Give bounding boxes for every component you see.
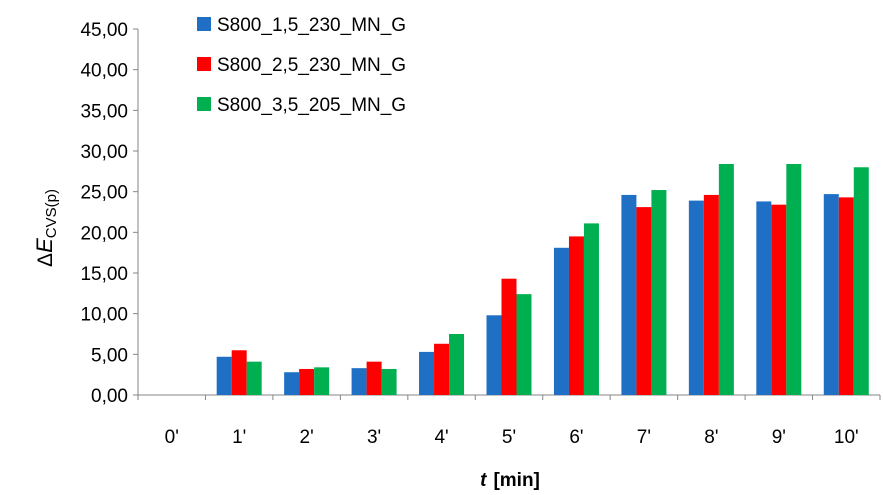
x-axis-title-var: t [480, 470, 487, 491]
bar-1 [688, 200, 704, 395]
x-tick-label: 2' [300, 427, 314, 448]
y-tick-label: 35,00 [80, 101, 128, 122]
bar-2 [299, 368, 315, 395]
x-tick-label: 9' [772, 427, 786, 448]
y-axis-title-e: E [32, 238, 57, 253]
y-axis-title-sub: CVS(p) [43, 189, 60, 238]
y-tick-label: 10,00 [80, 305, 128, 326]
y-tick-label: 25,00 [80, 183, 128, 204]
bar-3 [651, 190, 667, 395]
bar-3 [449, 334, 465, 395]
y-tick-label: 15,00 [80, 264, 128, 285]
bar-1 [553, 247, 569, 395]
bar-1 [823, 194, 839, 395]
legend-swatch [197, 17, 211, 31]
bar-2 [838, 197, 854, 395]
x-tick-label: 10' [834, 427, 859, 448]
x-tick-label: 6' [569, 427, 583, 448]
x-tick-label: 5' [502, 427, 516, 448]
bar-2 [771, 204, 787, 395]
x-tick-label: 0' [165, 427, 179, 448]
y-tick-label: 5,00 [91, 345, 128, 366]
legend-label: S800_3,5_205_MN_G [217, 95, 406, 116]
bar-3 [583, 223, 599, 395]
y-tick-label: 20,00 [80, 223, 128, 244]
legend-swatch [197, 57, 211, 71]
x-axis-title: t [min] [480, 470, 540, 491]
bar-3 [381, 368, 397, 395]
legend-swatch [197, 97, 211, 111]
x-tick-label: 7' [637, 427, 651, 448]
y-tick-label: 30,00 [80, 142, 128, 163]
bar-3 [516, 294, 532, 395]
y-tick-label: 0,00 [91, 386, 128, 407]
x-axis-title-unit: [min] [493, 470, 539, 491]
bar-2 [231, 350, 247, 395]
bar-1 [351, 368, 367, 395]
bar-1 [284, 372, 300, 395]
bar-3 [853, 167, 869, 395]
bar-1 [419, 351, 435, 395]
bar-1 [621, 194, 637, 395]
bar-2 [501, 278, 517, 395]
bar-1 [216, 356, 232, 395]
bar-2 [703, 194, 719, 395]
y-tick-label: 45,00 [80, 20, 128, 41]
bar-2 [568, 236, 584, 395]
bar-2 [636, 207, 652, 395]
bar-1 [486, 315, 502, 395]
legend-label: S800_1,5_230_MN_G [217, 15, 406, 36]
legend-label: S800_2,5_230_MN_G [217, 55, 406, 76]
bar-3 [314, 367, 330, 395]
bar-1 [756, 201, 772, 395]
bar-2 [434, 343, 450, 395]
x-tick-label: 1' [232, 427, 246, 448]
bar-3 [786, 164, 802, 395]
x-tick-label: 4' [434, 427, 448, 448]
bar-2 [366, 361, 382, 395]
bar-3 [246, 361, 262, 395]
y-tick-label: 40,00 [80, 61, 128, 82]
bar-3 [718, 164, 734, 395]
x-tick-label: 3' [367, 427, 381, 448]
y-axis-title: ΔECVS(p) [32, 189, 60, 267]
y-axis-title-delta: Δ [34, 253, 57, 267]
x-tick-label: 8' [704, 427, 718, 448]
